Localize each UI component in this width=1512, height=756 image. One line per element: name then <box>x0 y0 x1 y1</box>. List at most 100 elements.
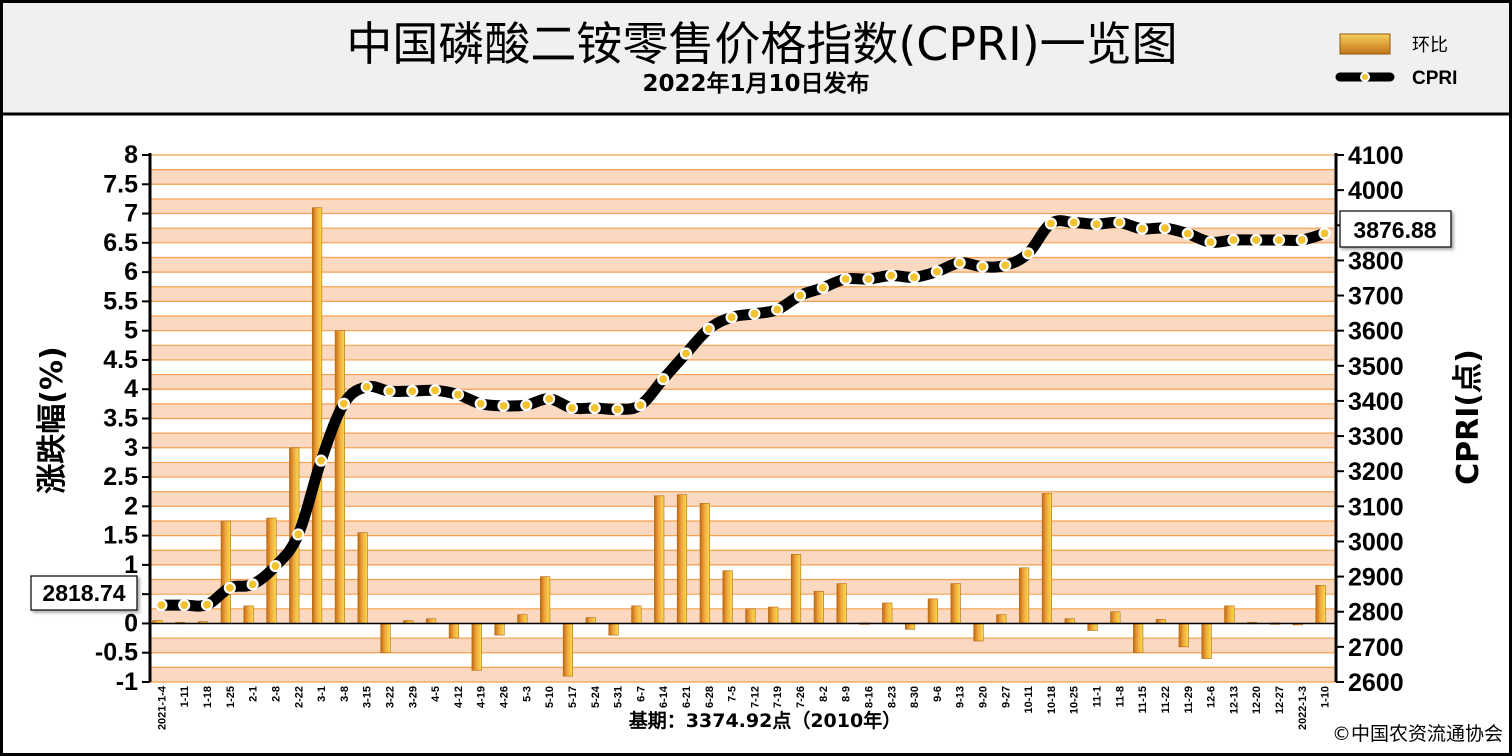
cpri-point <box>885 269 898 282</box>
x-tick-label: 8-23 <box>886 686 898 708</box>
bar <box>494 623 505 636</box>
cpri-point <box>634 399 647 412</box>
y-left-tick-label: 4 <box>124 375 138 403</box>
legend-bar-label: 环比 <box>1412 35 1448 56</box>
cpri-point <box>907 271 921 284</box>
x-tick-label: 4-12 <box>453 686 465 708</box>
y-left-tick-label: -1 <box>116 668 138 696</box>
y-right-tick-label: 3500 <box>1348 353 1404 381</box>
x-tick-label: 11-8 <box>1114 686 1126 707</box>
x-tick-label: 12-13 <box>1228 686 1240 714</box>
y-left-tick-label: 7 <box>124 200 138 228</box>
x-tick-label: 9-20 <box>977 686 989 708</box>
x-tick-label: 7-5 <box>727 686 739 702</box>
y-left-tick-label: 3.5 <box>103 405 138 433</box>
bar <box>540 576 551 624</box>
cpri-point <box>839 272 852 286</box>
x-tick-label: 2-8 <box>270 686 282 702</box>
y-left-tick-label: 2 <box>124 492 138 520</box>
x-tick-label: 1-18 <box>202 686 214 708</box>
grid-band <box>150 638 1336 653</box>
cpri-point <box>1136 222 1149 235</box>
x-tick-label: 9-13 <box>955 686 967 708</box>
cpri-point <box>999 259 1012 272</box>
cpri-point <box>1181 227 1194 240</box>
cpri-point <box>497 399 510 412</box>
cpri-point <box>178 598 191 612</box>
y-left-tick-label: 5.5 <box>103 287 138 315</box>
cpri-point <box>314 454 328 467</box>
grid-band <box>150 286 1336 302</box>
x-tick-label: 11-1 <box>1092 686 1104 707</box>
y-right-tick-label: 4100 <box>1348 142 1404 170</box>
bar <box>311 207 323 624</box>
y-left-tick-label: 6.5 <box>103 229 138 257</box>
grid-band <box>150 579 1336 595</box>
x-tick-label: 1-10 <box>1320 686 1332 708</box>
bar <box>517 614 528 624</box>
bar <box>220 520 231 624</box>
cpri-point <box>269 559 282 573</box>
x-tick-label: 5-24 <box>590 685 602 708</box>
cpri-point <box>702 322 715 336</box>
cpri-point <box>360 380 373 393</box>
y-right-tick-label: 3400 <box>1348 388 1404 416</box>
x-tick-label: 7-19 <box>772 686 784 708</box>
bar <box>585 617 596 624</box>
cpri-line <box>155 215 1331 612</box>
x-tick-label: 9-27 <box>1000 686 1012 708</box>
x-tick-label: 5-31 <box>613 686 625 708</box>
bar <box>334 330 345 624</box>
x-tick-label: 8-9 <box>841 686 853 702</box>
bar <box>1201 623 1212 659</box>
cpri-point <box>1158 221 1172 235</box>
cpri-point <box>337 397 350 410</box>
bar <box>882 602 893 624</box>
cpri-point <box>771 303 784 316</box>
bar <box>745 608 756 624</box>
y-right-tick-label: 3000 <box>1348 528 1404 556</box>
bar <box>722 570 733 624</box>
x-tick-label: 11-22 <box>1160 686 1172 714</box>
y-right-tick-label: 3700 <box>1348 283 1404 311</box>
cpri-point <box>200 598 214 611</box>
grid-band <box>150 550 1336 565</box>
grid-band <box>150 433 1336 448</box>
bar <box>904 623 916 630</box>
x-tick-label: 4-19 <box>476 686 488 708</box>
y-right-tick-label: 3600 <box>1348 318 1404 346</box>
bar <box>790 554 802 624</box>
x-tick-label: 6-7 <box>635 686 647 702</box>
cpri-point <box>1272 233 1286 247</box>
x-tick-label: 8-2 <box>818 686 830 702</box>
bar <box>1133 623 1144 654</box>
x-tick-label: 3-22 <box>384 686 396 708</box>
grid-band <box>150 491 1336 507</box>
grid-band <box>150 198 1336 214</box>
bar <box>1087 623 1098 631</box>
cpri-point <box>406 384 419 398</box>
x-tick-label: 10-25 <box>1069 686 1081 714</box>
x-tick-label: 4-5 <box>430 686 442 702</box>
y-left-tick-label: 1.5 <box>103 522 138 550</box>
cpri-point <box>246 578 259 591</box>
cpri-point <box>1021 247 1035 260</box>
bar <box>973 623 984 642</box>
cpri-point <box>428 384 442 397</box>
grid-band <box>150 667 1336 682</box>
y-left-tick-label: 3 <box>124 434 138 462</box>
x-tick-label: 2021-1-4 <box>156 685 168 730</box>
base-period-note: 基期：3374.92点（2010年） <box>628 709 901 732</box>
x-tick-label: 2-22 <box>293 686 305 708</box>
cpri-point <box>383 384 396 398</box>
x-tick-label: 3-15 <box>362 686 374 708</box>
y-right-tick-label: 3200 <box>1348 458 1404 486</box>
bar <box>357 532 368 624</box>
cpri-point <box>155 599 168 612</box>
x-tick-label: 10-11 <box>1023 686 1035 714</box>
x-tick-label: 11-15 <box>1137 686 1149 714</box>
cpri-point <box>1250 233 1263 247</box>
x-tick-label: 11-29 <box>1183 686 1195 714</box>
y-right-tick-label: 3800 <box>1348 247 1404 275</box>
legend-bar-swatch <box>1339 33 1391 55</box>
